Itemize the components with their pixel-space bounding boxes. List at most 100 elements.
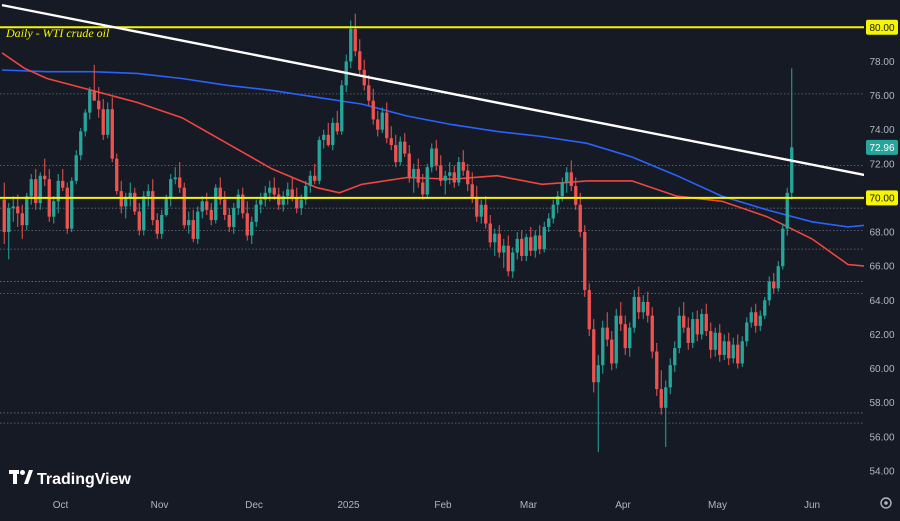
candle-body bbox=[169, 179, 173, 198]
candle-body bbox=[88, 90, 92, 113]
candle-126 bbox=[569, 160, 573, 192]
candle-110 bbox=[497, 225, 501, 258]
tradingview-logo-text: TradingView bbox=[37, 471, 132, 488]
candle-body bbox=[700, 313, 704, 335]
gear-icon[interactable] bbox=[880, 497, 892, 509]
candle-98 bbox=[443, 170, 447, 195]
candle-75 bbox=[340, 80, 344, 135]
candle-118 bbox=[533, 230, 537, 258]
candle-92 bbox=[416, 158, 420, 188]
candle-body bbox=[56, 180, 60, 202]
candle-body bbox=[232, 208, 236, 227]
level-badge-bg bbox=[866, 190, 898, 206]
candle-119 bbox=[538, 225, 542, 255]
candle-body bbox=[502, 245, 506, 253]
candle-108 bbox=[488, 214, 492, 248]
candle-body bbox=[295, 197, 299, 209]
time-axis-panel[interactable] bbox=[0, 488, 900, 516]
candle-78 bbox=[353, 13, 357, 57]
candle-45 bbox=[205, 192, 209, 215]
candle-body bbox=[628, 327, 632, 349]
candle-131 bbox=[592, 319, 596, 393]
candle-body bbox=[731, 344, 735, 359]
candle-153 bbox=[691, 312, 695, 349]
candle-6 bbox=[29, 174, 33, 205]
candle-body bbox=[691, 319, 695, 343]
candle-38 bbox=[173, 167, 177, 185]
candle-body bbox=[745, 322, 749, 342]
time-axis: Oct Nov Dec 2025 Feb Mar Apr May Jun bbox=[53, 500, 820, 511]
candle-body bbox=[340, 85, 344, 132]
candle-body bbox=[358, 51, 362, 70]
candle-15 bbox=[70, 177, 74, 233]
candle-body bbox=[412, 168, 416, 178]
candle-54 bbox=[245, 201, 249, 241]
candle-body bbox=[461, 162, 465, 171]
candle-body bbox=[452, 172, 456, 183]
candle-body bbox=[110, 109, 114, 159]
candle-35 bbox=[160, 209, 164, 239]
candle-body bbox=[151, 191, 155, 221]
y-tick-label-2: 58.00 bbox=[869, 398, 894, 409]
candle-body bbox=[259, 199, 263, 205]
candle-body bbox=[133, 192, 137, 212]
candle-body bbox=[722, 341, 726, 355]
candle-105 bbox=[475, 185, 479, 222]
candle-139 bbox=[628, 322, 632, 357]
candle-141 bbox=[637, 286, 641, 320]
candle-146 bbox=[659, 370, 663, 415]
candle-body bbox=[25, 196, 29, 226]
candle-body bbox=[713, 332, 717, 350]
candle-82 bbox=[371, 88, 375, 125]
candle-body bbox=[371, 100, 375, 120]
candle-body bbox=[623, 324, 627, 349]
candle-62 bbox=[281, 191, 285, 212]
candle-103 bbox=[466, 163, 470, 192]
candle-100 bbox=[452, 165, 456, 188]
candle-123 bbox=[556, 191, 560, 214]
x-tick-label-6: Apr bbox=[615, 500, 631, 511]
candle-body bbox=[38, 175, 42, 204]
candle-81 bbox=[367, 75, 371, 106]
candle-41 bbox=[187, 211, 191, 234]
candle-24 bbox=[110, 97, 114, 163]
candle-158 bbox=[713, 327, 717, 357]
candle-body bbox=[758, 315, 762, 326]
candle-127 bbox=[574, 177, 578, 210]
candle-body bbox=[385, 112, 389, 139]
candle-33 bbox=[151, 179, 155, 226]
candle-body bbox=[353, 29, 357, 52]
candle-body bbox=[389, 138, 393, 146]
candle-160 bbox=[722, 334, 726, 361]
trendline-group bbox=[1, 3, 900, 184]
price-axis-panel[interactable] bbox=[864, 0, 900, 516]
candle-body bbox=[331, 122, 335, 146]
candle-21 bbox=[97, 87, 101, 118]
candle-body bbox=[718, 332, 722, 355]
candle-body bbox=[772, 281, 776, 289]
candle-body bbox=[155, 220, 159, 234]
candle-body bbox=[79, 131, 83, 156]
candle-body bbox=[655, 351, 659, 390]
candle-body bbox=[322, 134, 326, 140]
candle-body bbox=[290, 189, 294, 198]
candle-106 bbox=[479, 199, 483, 224]
moving-averages bbox=[1, 52, 867, 267]
candle-body bbox=[668, 365, 672, 388]
candle-body bbox=[560, 182, 564, 197]
candle-body bbox=[727, 341, 731, 359]
candle-body bbox=[250, 221, 254, 236]
candle-body bbox=[587, 290, 591, 330]
tradingview-logo[interactable]: TradingView bbox=[9, 470, 132, 488]
candle-body bbox=[533, 235, 537, 251]
candle-49 bbox=[223, 191, 227, 221]
candle-body bbox=[34, 179, 38, 204]
candle-body bbox=[160, 214, 164, 234]
candle-68 bbox=[308, 170, 312, 193]
candle-body bbox=[209, 209, 213, 221]
chart-title: Daily - WTI crude oil bbox=[5, 26, 110, 40]
candle-58 bbox=[263, 185, 267, 207]
candle-156 bbox=[704, 303, 708, 337]
x-tick-label-8: Jun bbox=[804, 500, 820, 511]
